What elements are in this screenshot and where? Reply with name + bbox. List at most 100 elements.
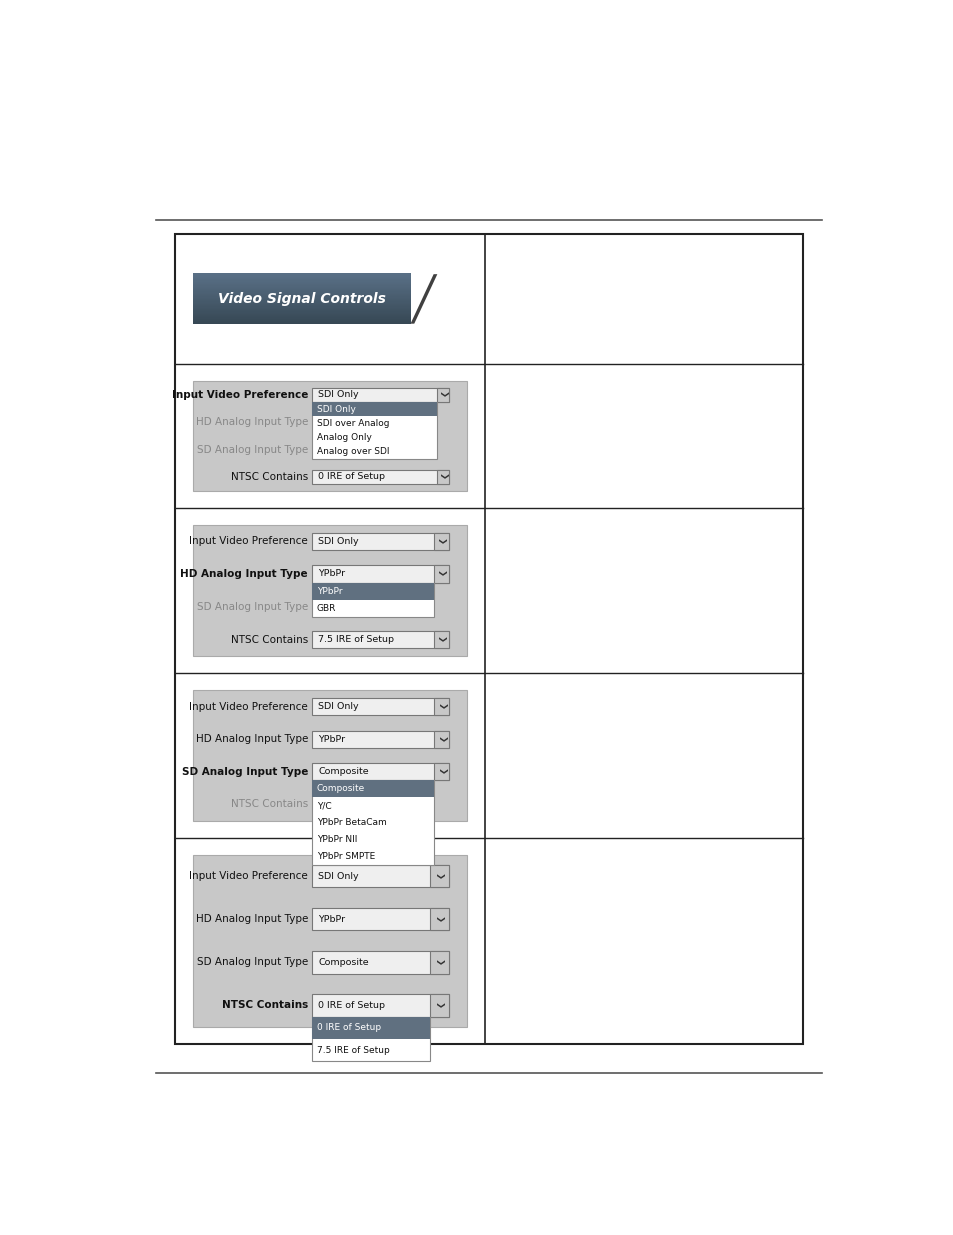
Bar (193, 320, 410, 322)
Bar (193, 273, 410, 275)
Bar (193, 285, 410, 288)
Text: SDI Only: SDI Only (317, 872, 358, 881)
Text: ❯: ❯ (435, 873, 443, 879)
Text: SDI Only: SDI Only (317, 537, 358, 546)
Text: NTSC Contains: NTSC Contains (222, 1000, 308, 1010)
Text: SD Analog Input Type: SD Analog Input Type (196, 445, 308, 454)
Bar (193, 294, 410, 296)
Bar (312, 631, 449, 648)
Text: 0 IRE of Setup: 0 IRE of Setup (317, 472, 385, 482)
Text: ❯: ❯ (436, 636, 446, 643)
Text: SD Analog Input Type: SD Analog Input Type (181, 767, 308, 777)
Bar (193, 300, 410, 303)
Bar (312, 566, 449, 583)
Text: 7.5 IRE of Setup: 7.5 IRE of Setup (316, 1046, 389, 1055)
Text: HD Analog Input Type: HD Analog Input Type (195, 417, 308, 427)
Text: NTSC Contains: NTSC Contains (231, 799, 308, 809)
Text: SD Analog Input Type: SD Analog Input Type (196, 601, 308, 611)
Bar (312, 951, 449, 973)
Text: 0 IRE of Setup: 0 IRE of Setup (317, 1000, 385, 1010)
Bar (434, 763, 449, 781)
Text: Analog Only: Analog Only (316, 433, 371, 442)
Text: GBR: GBR (316, 604, 335, 613)
Bar (193, 312, 410, 315)
Bar (193, 275, 410, 278)
Bar (430, 951, 449, 973)
Bar (434, 631, 449, 648)
Text: Composite: Composite (317, 958, 369, 967)
Bar (193, 287, 410, 289)
Text: Analog over SDI: Analog over SDI (316, 447, 389, 456)
Bar (193, 301, 410, 304)
Bar (434, 532, 449, 550)
Bar (174, 233, 802, 1044)
Bar (430, 908, 449, 930)
Bar (193, 525, 466, 656)
Text: YPbPr BetaCam: YPbPr BetaCam (316, 818, 386, 827)
Bar (193, 305, 410, 308)
Text: ❯: ❯ (436, 537, 446, 545)
Bar (193, 304, 410, 306)
Bar (193, 319, 410, 321)
Bar (430, 994, 449, 1016)
Bar (193, 289, 410, 291)
Bar (193, 310, 410, 312)
Bar (193, 314, 410, 316)
Text: ❯: ❯ (436, 571, 446, 578)
Bar (193, 274, 410, 277)
Bar (193, 321, 410, 324)
Bar (430, 864, 449, 888)
Bar (312, 583, 434, 616)
Bar (193, 282, 410, 284)
Text: HD Analog Input Type: HD Analog Input Type (180, 569, 308, 579)
Bar (312, 401, 436, 459)
Bar (436, 469, 449, 484)
Text: NTSC Contains: NTSC Contains (231, 635, 308, 645)
Text: SDI over Analog: SDI over Analog (316, 419, 389, 427)
Text: Video Signal Controls: Video Signal Controls (217, 291, 385, 306)
Bar (193, 278, 410, 280)
Bar (193, 298, 410, 300)
Bar (193, 316, 410, 319)
Bar (193, 295, 410, 298)
Bar (312, 1016, 430, 1039)
Text: SDI Only: SDI Only (316, 405, 355, 414)
Bar (312, 908, 449, 930)
Bar (193, 279, 410, 282)
Text: SD Analog Input Type: SD Analog Input Type (196, 957, 308, 967)
Bar (193, 291, 410, 294)
Bar (434, 698, 449, 715)
Bar (312, 781, 434, 864)
Bar (434, 731, 449, 747)
Text: SDI Only: SDI Only (317, 390, 358, 399)
Bar (193, 280, 410, 283)
Bar (193, 855, 466, 1026)
Bar (193, 309, 410, 311)
Text: YPbPr: YPbPr (317, 915, 345, 924)
Bar (193, 317, 410, 320)
Polygon shape (410, 274, 436, 324)
Bar (312, 698, 449, 715)
Bar (193, 303, 410, 305)
Text: Composite: Composite (316, 784, 364, 793)
Bar (193, 315, 410, 317)
Text: YPbPr SMPTE: YPbPr SMPTE (316, 852, 375, 861)
Bar (312, 469, 449, 484)
Text: ❯: ❯ (435, 958, 443, 966)
Bar (312, 731, 449, 747)
Text: HD Analog Input Type: HD Analog Input Type (195, 734, 308, 745)
Bar (312, 763, 449, 781)
Text: ❯: ❯ (436, 703, 446, 710)
Text: YPbPr: YPbPr (317, 735, 345, 743)
Bar (193, 311, 410, 314)
Bar (193, 382, 466, 490)
Bar (312, 401, 436, 416)
Text: 0 IRE of Setup: 0 IRE of Setup (316, 1024, 380, 1032)
Bar (193, 290, 410, 293)
Bar (312, 994, 449, 1016)
Text: Input Video Preference: Input Video Preference (189, 871, 308, 882)
Text: YPbPr: YPbPr (317, 569, 345, 578)
Bar (193, 690, 466, 820)
Text: Y/C: Y/C (316, 802, 331, 810)
Bar (312, 388, 449, 401)
